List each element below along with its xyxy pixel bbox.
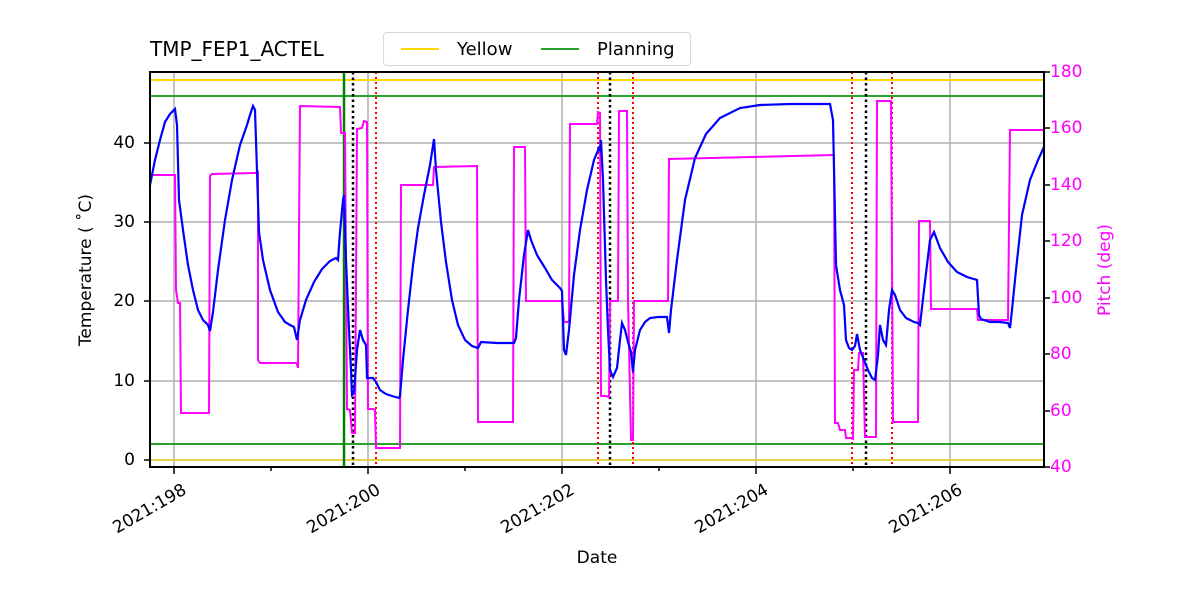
y2-tick-label: 140 [1050,175,1083,195]
y-tick-label: 0 [124,450,135,470]
y2-tick-label: 120 [1050,231,1083,251]
y2-tick-label: 40 [1050,457,1072,477]
y2-tick-label: 180 [1050,62,1083,82]
y2-tick-label: 160 [1050,118,1083,138]
temperature-series [148,102,1045,400]
y2-tick-label: 80 [1050,344,1072,364]
y-tick-label: 30 [113,212,135,232]
legend-item-yellow: Yellow [401,33,512,65]
y-axis-label-left: Temperature ( ˚C) [76,193,96,347]
x-axis-label: Date [576,548,618,568]
legend-swatch-planning [541,48,579,50]
y2-tick-label: 60 [1050,401,1072,421]
y-axis-label-right: Pitch (deg) [1095,223,1115,317]
right-ticks [1044,71,1050,468]
pitch-series [150,100,1044,449]
y-tick-label: 20 [113,291,135,311]
y-tick-label: 10 [113,371,135,391]
left-ticks [144,142,150,461]
chart-title: TMP_FEP1_ACTEL [150,37,324,61]
y2-tick-label: 100 [1050,288,1083,308]
legend-swatch-yellow [401,48,439,50]
legend-label: Planning [597,38,675,60]
y-tick-label: 40 [113,133,135,153]
bottom-ticks [173,467,951,474]
legend: Yellow Planning [383,32,691,66]
legend-label: Yellow [457,38,513,60]
axes-frame [149,71,1045,468]
legend-item-planning: Planning [541,33,675,65]
